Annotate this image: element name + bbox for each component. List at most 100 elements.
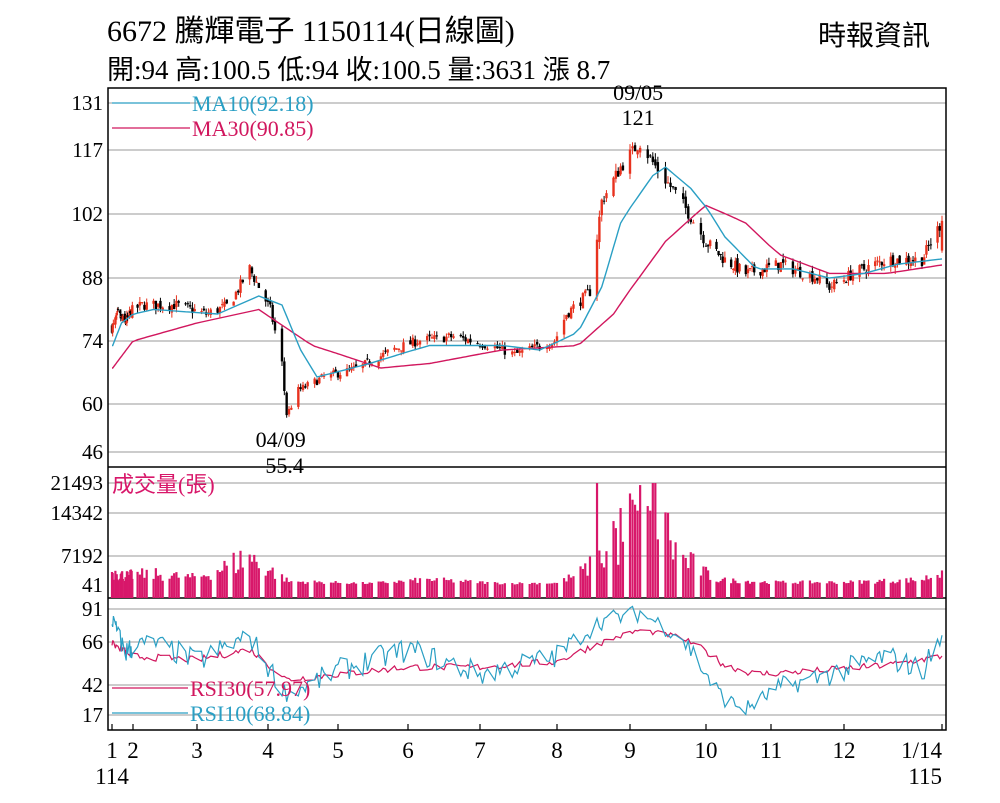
candle-body (927, 244, 930, 246)
candle-body (684, 196, 687, 208)
candle-body (598, 216, 601, 243)
candle-body (796, 267, 799, 271)
candle-body (938, 225, 941, 231)
candle-body (414, 339, 417, 347)
volume-bar (774, 580, 777, 598)
volume-bar (334, 581, 337, 598)
volume-bar (734, 580, 737, 598)
candle-body (533, 344, 536, 347)
x-tick-label: 5 (332, 738, 344, 763)
candle-body (896, 258, 899, 265)
volume-bar (521, 583, 524, 598)
candle-body (808, 273, 812, 278)
volume-bar (121, 578, 124, 598)
candle-body (191, 307, 194, 314)
candle-body (801, 278, 804, 280)
volume-bar (382, 581, 385, 598)
volume-bar (501, 584, 504, 598)
candle-body (521, 350, 524, 353)
volume-bar (858, 580, 861, 598)
volume-bar (370, 582, 373, 598)
candlesticks (110, 142, 944, 418)
candle-body (719, 254, 722, 256)
x-tick-label: 12 (833, 738, 856, 763)
volume-bar (794, 582, 797, 598)
candle-body (116, 308, 120, 310)
candle-body (123, 313, 127, 322)
volume-bar (131, 578, 134, 598)
volume-bar (426, 578, 429, 598)
candle-body (791, 261, 795, 275)
volume-bar (579, 566, 582, 598)
candle-body (462, 335, 465, 338)
candle-body (628, 149, 632, 174)
volume-bar (581, 568, 585, 598)
candle-body (774, 260, 778, 266)
candle-body (209, 309, 212, 316)
candle-body (140, 302, 144, 304)
candle-body (905, 257, 908, 265)
volume-bar (646, 506, 649, 598)
candle-body (459, 334, 462, 337)
volume-bar (363, 583, 367, 598)
volume-bar (433, 580, 436, 598)
volume-bar (651, 483, 654, 598)
volume-bar (907, 582, 910, 598)
candle-body (418, 341, 422, 345)
candle-body (689, 219, 692, 223)
candle-body (483, 346, 487, 349)
candle-body (842, 280, 846, 282)
candle-body (290, 407, 293, 410)
candle-body (315, 380, 319, 386)
rsi30-legend-label: RSI30(57.97) (190, 676, 310, 701)
candle-body (237, 290, 240, 293)
candle-body (692, 222, 695, 224)
volume-bar (528, 583, 531, 598)
candle-body (428, 334, 431, 337)
candle-body (345, 368, 349, 377)
candle-body (777, 262, 780, 271)
candle-body (138, 301, 142, 306)
rsi-tick-label: 66 (82, 630, 103, 654)
candle-body (435, 335, 438, 337)
candle-body (794, 269, 797, 274)
candle-body (239, 279, 242, 293)
volume-bar (418, 578, 422, 598)
candle-body (882, 264, 886, 267)
candle-body (813, 278, 816, 284)
candle-body (452, 336, 455, 338)
volume-bar (442, 577, 446, 598)
candle-body (911, 260, 915, 262)
volume-bar (320, 582, 323, 598)
candle-body (729, 259, 733, 268)
volume-bar (940, 570, 944, 598)
volume-bar (395, 582, 398, 598)
volume-bar (348, 583, 351, 598)
candle-body (553, 341, 556, 343)
volume-bar (223, 560, 226, 598)
volume-bar (674, 542, 677, 598)
volume-bar (384, 582, 387, 598)
volume-bar (191, 573, 194, 598)
volume-bar (878, 579, 881, 598)
candle-body (799, 266, 802, 278)
volume-bar (503, 583, 506, 598)
year-label: 115 (908, 764, 942, 789)
volume-bar (825, 583, 829, 598)
volume-bar (445, 579, 448, 598)
volume-bar (225, 565, 228, 598)
volume-bar (845, 583, 848, 598)
volume-bar (250, 561, 254, 598)
candle-body (257, 282, 261, 289)
volume-bar (744, 581, 747, 598)
volume-bar (894, 583, 897, 598)
volume-bar (486, 581, 489, 598)
candle-body (621, 165, 625, 171)
volume-bar (450, 579, 453, 598)
volume-bar (905, 578, 908, 598)
volume-bar (548, 583, 551, 598)
candle-body (248, 265, 251, 280)
candle-body (175, 300, 178, 308)
volume-bar (682, 554, 685, 598)
